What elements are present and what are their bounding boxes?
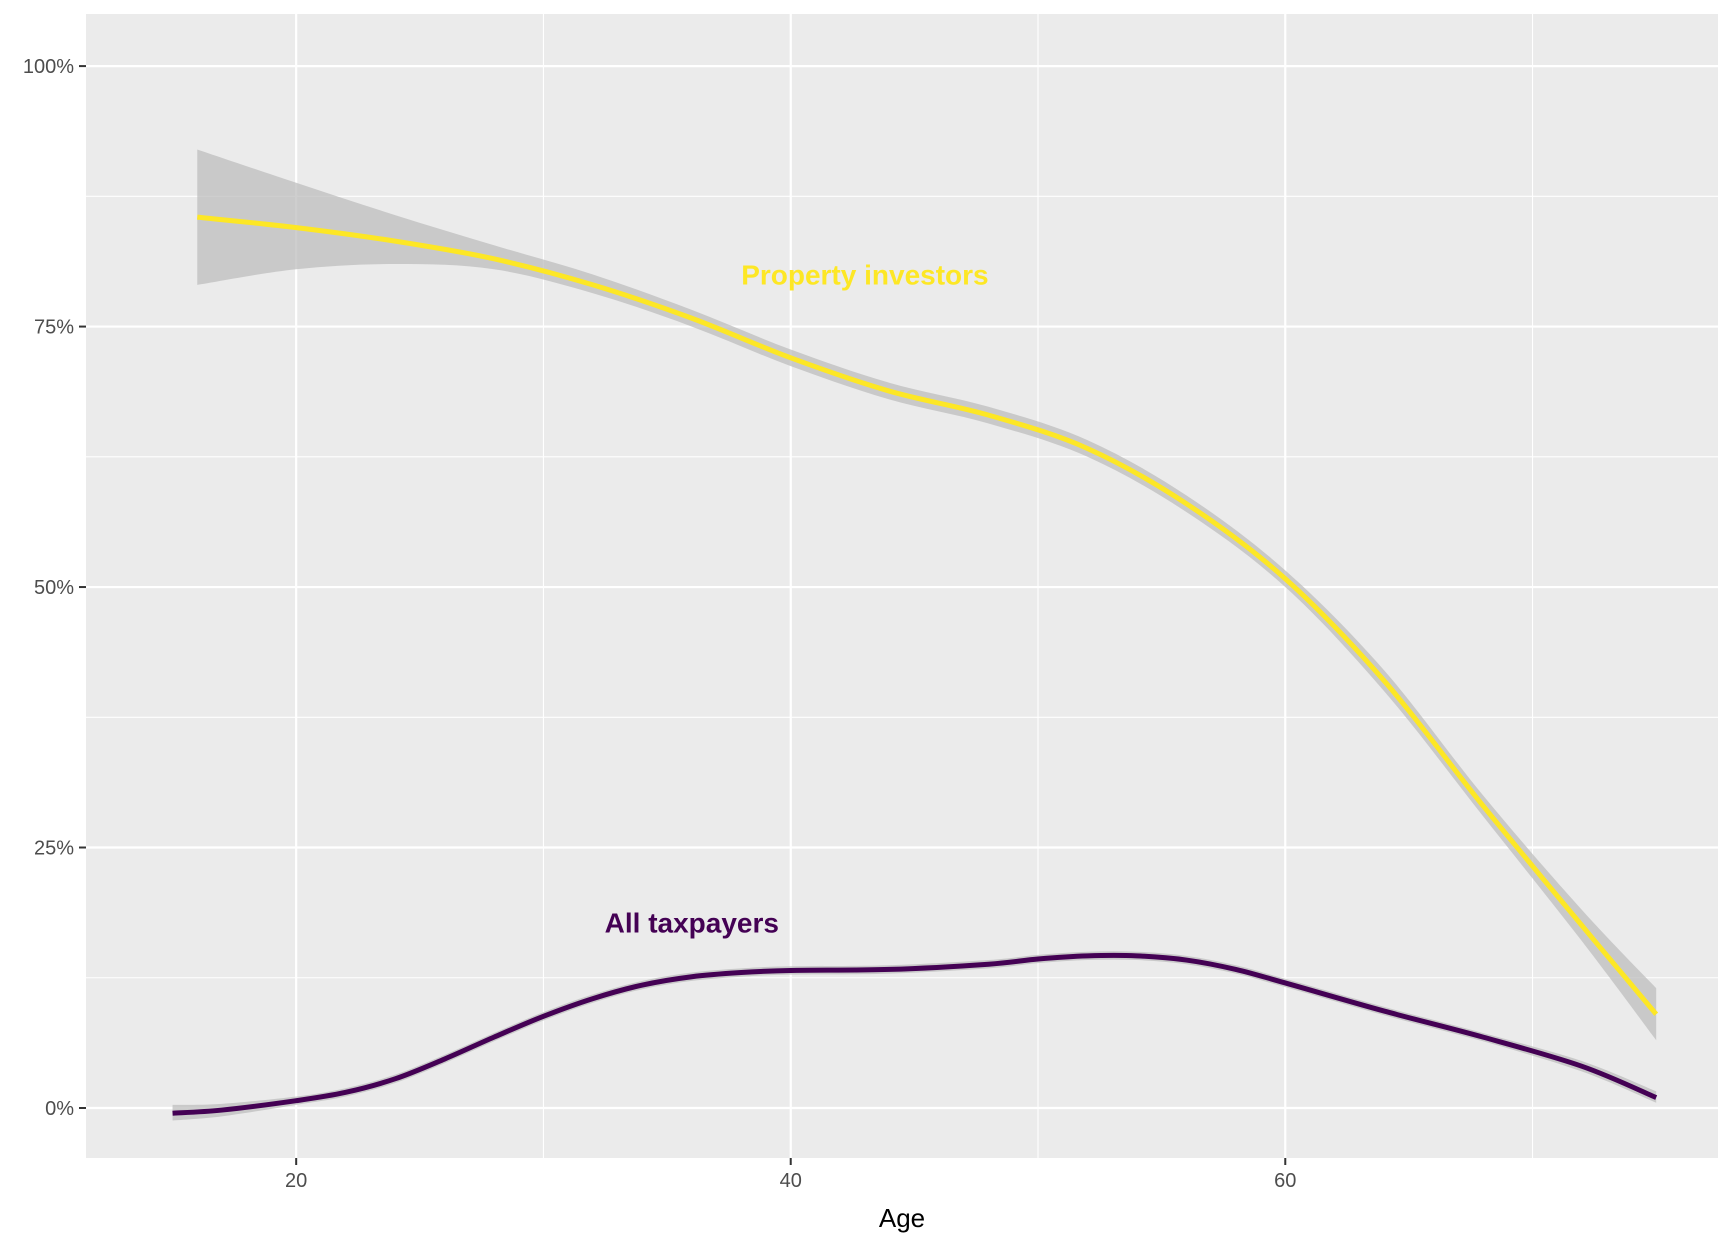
y-tick-label: 50% xyxy=(34,577,74,599)
series-lines xyxy=(172,214,1659,1116)
x-tick-label: 20 xyxy=(285,1170,307,1192)
y-tick-label: 100% xyxy=(23,56,74,78)
x-tick-label: 60 xyxy=(1274,1170,1296,1192)
series-label-1: All taxpayers xyxy=(605,908,779,939)
y-tick-label: 75% xyxy=(34,317,74,339)
y-axis: 0% 25% 50% 75% 100% xyxy=(23,56,86,1120)
series-label-0: Property investors xyxy=(741,259,988,290)
confidence-ribbons xyxy=(172,149,1657,1121)
series-labels: Property investors All taxpayers xyxy=(605,259,989,938)
x-axis: 20 40 60 xyxy=(285,1158,1296,1192)
series-line-1 xyxy=(172,952,1658,1116)
y-tick-label: 0% xyxy=(45,1098,74,1120)
confidence-ribbon-series-0 xyxy=(197,149,1657,1041)
x-axis-title: Age xyxy=(879,1203,925,1233)
series-line-0 xyxy=(197,214,1659,1016)
x-tick-label: 40 xyxy=(780,1170,802,1192)
y-tick-label: 25% xyxy=(34,838,74,860)
